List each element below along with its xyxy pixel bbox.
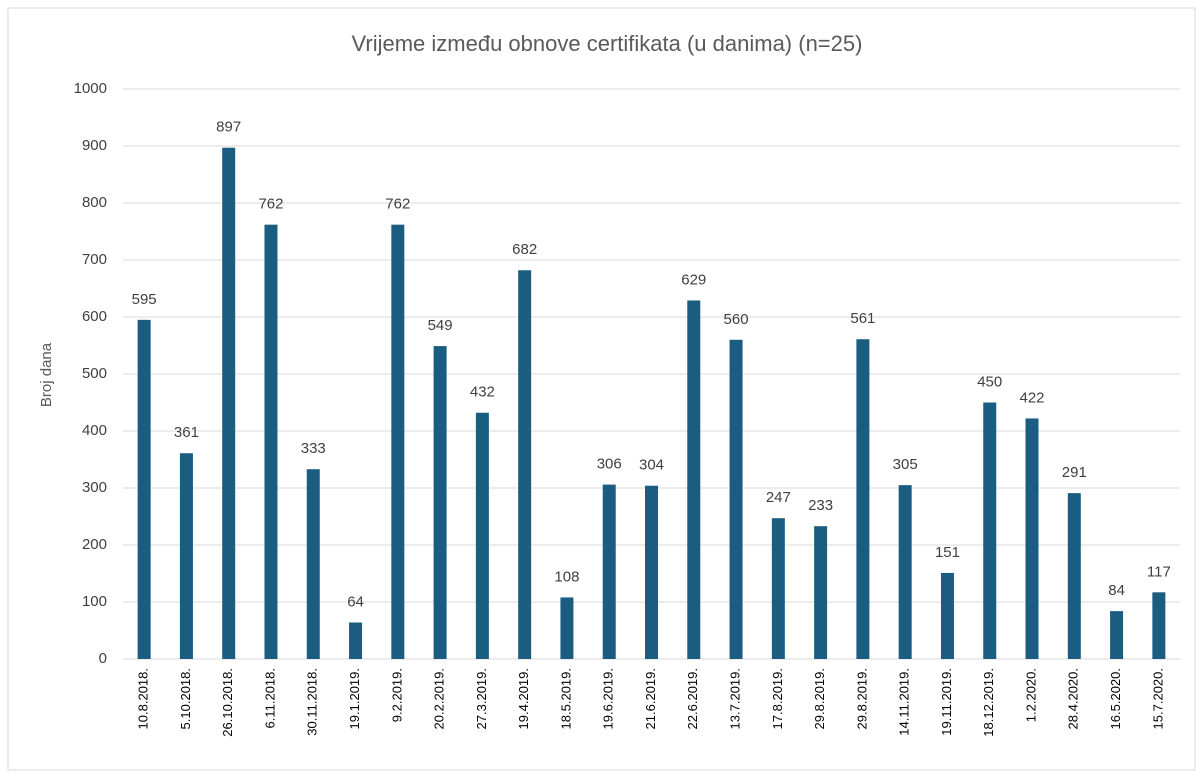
bar <box>349 622 363 659</box>
bar <box>264 224 278 659</box>
x-tick-label: 30.11.2018. <box>305 668 320 736</box>
x-tick-label: 15.7.2020. <box>1150 668 1165 729</box>
bar <box>814 526 828 659</box>
data-label: 151 <box>935 544 960 561</box>
data-label: 361 <box>174 424 199 441</box>
x-tick-label: 26.10.2018. <box>220 668 235 737</box>
x-tick-label: 29.8.2019. <box>812 668 827 729</box>
bar <box>433 346 447 659</box>
chart-border <box>7 7 1196 771</box>
y-tick-label: 100 <box>82 593 107 610</box>
bar <box>856 339 870 659</box>
bar <box>1025 418 1039 659</box>
bar <box>771 518 785 659</box>
data-label: 561 <box>850 310 875 327</box>
x-tick-label: 27.3.2019. <box>474 668 489 729</box>
data-label: 84 <box>1108 582 1125 599</box>
x-tick-label: 1.2.2020. <box>1023 668 1038 722</box>
bar <box>645 485 658 659</box>
x-tick-label: 18.12.2019. <box>981 668 996 737</box>
bar <box>1152 592 1166 659</box>
x-tick-label: 29.8.2019. <box>854 668 869 729</box>
data-label: 897 <box>216 119 241 136</box>
x-tick-label: 17.8.2019. <box>770 668 785 729</box>
x-tick-label: 16.5.2020. <box>1108 668 1123 729</box>
data-label: 64 <box>347 593 364 610</box>
data-label: 450 <box>977 373 1002 390</box>
data-label: 306 <box>597 456 622 473</box>
bar <box>391 224 405 659</box>
data-label: 432 <box>470 384 495 401</box>
x-tick-label: 14.11.2019. <box>897 668 912 736</box>
bar <box>1110 611 1124 659</box>
y-tick-label: 600 <box>82 308 107 325</box>
data-label: 422 <box>1020 389 1045 406</box>
data-label: 762 <box>385 196 410 213</box>
x-tick-label: 5.10.2018. <box>178 668 193 729</box>
y-tick-label: 700 <box>82 251 107 268</box>
x-tick-label: 19.1.2019. <box>347 668 362 729</box>
y-tick-label: 1000 <box>74 80 107 97</box>
chart-title: Vrijeme između obnove certifikata (u dan… <box>352 31 863 56</box>
x-tick-label: 19.4.2019. <box>516 668 531 729</box>
y-tick-label: 900 <box>82 137 107 154</box>
bar <box>1067 493 1081 659</box>
x-tick-label: 22.6.2019. <box>685 668 700 729</box>
bar <box>475 412 489 659</box>
bar <box>306 469 320 659</box>
x-tick-label: 10.8.2018. <box>136 668 151 729</box>
x-tick-label: 18.5.2019. <box>558 668 573 729</box>
data-label: 305 <box>893 456 918 473</box>
x-tick-label: 28.4.2020. <box>1066 668 1081 729</box>
data-label: 291 <box>1062 464 1087 481</box>
bar <box>687 300 701 659</box>
bar <box>729 339 743 659</box>
y-tick-label: 400 <box>82 422 107 439</box>
x-tick-label: 19.11.2019. <box>939 668 954 736</box>
data-label: 595 <box>132 291 157 308</box>
bar <box>940 572 954 659</box>
x-tick-label: 19.6.2019. <box>601 668 616 729</box>
data-label: 117 <box>1147 563 1171 580</box>
bar <box>983 402 997 659</box>
bar <box>179 453 193 659</box>
bar <box>518 270 532 659</box>
y-tick-label: 200 <box>82 536 107 553</box>
x-tick-label: 9.2.2019. <box>389 668 404 722</box>
data-label: 762 <box>258 196 283 213</box>
data-label: 682 <box>512 241 537 258</box>
x-tick-label: 13.7.2019. <box>727 668 742 729</box>
x-tick-label: 6.11.2018. <box>262 668 277 728</box>
data-label: 549 <box>428 317 453 334</box>
x-tick-label: 21.6.2019. <box>643 668 658 729</box>
y-axis-label: Broj dana <box>38 342 55 407</box>
data-label: 108 <box>554 568 579 585</box>
y-tick-label: 300 <box>82 479 107 496</box>
data-label: 333 <box>301 440 326 457</box>
data-label: 247 <box>766 489 791 506</box>
x-tick-label: 20.2.2019. <box>432 668 447 729</box>
bar <box>137 319 151 659</box>
data-label: 304 <box>639 457 664 474</box>
data-label: 629 <box>681 271 706 288</box>
bar <box>560 597 574 659</box>
y-tick-label: 0 <box>99 650 107 667</box>
bar <box>602 484 616 659</box>
bar <box>898 485 912 659</box>
y-tick-label: 800 <box>82 194 107 211</box>
data-label: 233 <box>808 497 833 514</box>
bar <box>222 147 236 659</box>
data-label: 560 <box>724 311 749 328</box>
y-tick-label: 500 <box>82 365 107 382</box>
